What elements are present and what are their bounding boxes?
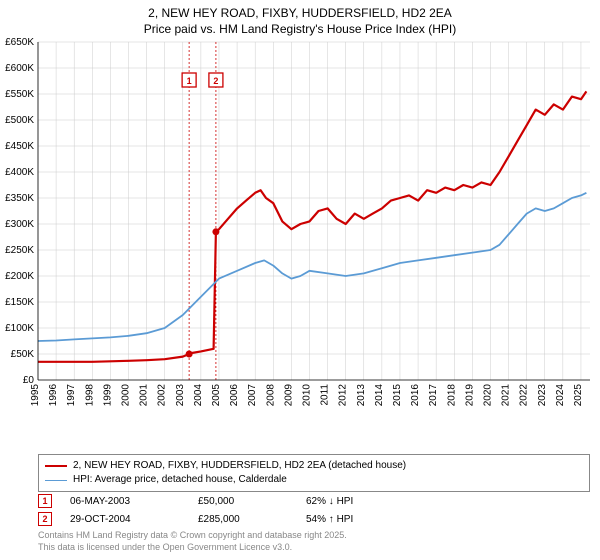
svg-text:2022: 2022	[519, 384, 530, 407]
svg-text:1995: 1995	[30, 384, 41, 407]
sale-date: 29-OCT-2004	[70, 514, 180, 525]
svg-text:£400K: £400K	[5, 167, 34, 178]
svg-text:2014: 2014	[374, 384, 385, 407]
footer-line-1: Contains HM Land Registry data © Crown c…	[38, 530, 590, 542]
sale-row: 1 06-MAY-2003 £50,000 62% ↓ HPI	[38, 492, 590, 510]
svg-text:2002: 2002	[157, 384, 168, 407]
chart-svg: £0£50K£100K£150K£200K£250K£300K£350K£400…	[38, 42, 590, 412]
footer-attribution: Contains HM Land Registry data © Crown c…	[38, 530, 590, 553]
svg-text:£350K: £350K	[5, 193, 34, 204]
svg-text:2001: 2001	[139, 384, 150, 407]
svg-text:2013: 2013	[356, 384, 367, 407]
svg-text:1996: 1996	[48, 384, 59, 407]
svg-text:£250K: £250K	[5, 245, 34, 256]
svg-text:2: 2	[213, 76, 218, 86]
legend-swatch	[45, 465, 67, 467]
legend-item: 2, NEW HEY ROAD, FIXBY, HUDDERSFIELD, HD…	[45, 459, 583, 473]
legend-label: 2, NEW HEY ROAD, FIXBY, HUDDERSFIELD, HD…	[73, 459, 406, 473]
sale-date: 06-MAY-2003	[70, 496, 180, 507]
svg-text:2025: 2025	[573, 384, 584, 407]
sale-row: 2 29-OCT-2004 £285,000 54% ↑ HPI	[38, 510, 590, 528]
svg-text:£600K: £600K	[5, 63, 34, 74]
svg-text:1998: 1998	[84, 384, 95, 407]
sale-price: £285,000	[198, 514, 288, 525]
svg-text:2006: 2006	[229, 384, 240, 407]
sale-delta: 62% ↓ HPI	[306, 496, 416, 507]
svg-text:2009: 2009	[283, 384, 294, 407]
sale-marker-1: 1	[38, 494, 52, 508]
svg-text:2019: 2019	[464, 384, 475, 407]
sales-list: 1 06-MAY-2003 £50,000 62% ↓ HPI 2 29-OCT-2004…	[38, 492, 590, 528]
title-subtitle: Price paid vs. HM Land Registry's House …	[0, 22, 600, 38]
chart-title-block: 2, NEW HEY ROAD, FIXBY, HUDDERSFIELD, HD…	[0, 0, 600, 39]
svg-text:2010: 2010	[301, 384, 312, 407]
sale-marker-2: 2	[38, 512, 52, 526]
svg-text:2016: 2016	[410, 384, 421, 407]
footer-line-2: This data is licensed under the Open Gov…	[38, 542, 590, 554]
svg-text:1997: 1997	[66, 384, 77, 407]
svg-text:2011: 2011	[320, 384, 331, 406]
svg-text:2023: 2023	[537, 384, 548, 407]
svg-text:£100K: £100K	[5, 323, 34, 334]
svg-text:2008: 2008	[265, 384, 276, 407]
svg-text:2017: 2017	[428, 384, 439, 407]
svg-text:£450K: £450K	[5, 141, 34, 152]
svg-text:£500K: £500K	[5, 115, 34, 126]
svg-text:£650K: £650K	[5, 37, 34, 48]
svg-text:2007: 2007	[247, 384, 258, 407]
svg-text:2020: 2020	[482, 384, 493, 407]
svg-text:£300K: £300K	[5, 219, 34, 230]
svg-text:2018: 2018	[446, 384, 457, 407]
sale-delta: 54% ↑ HPI	[306, 514, 416, 525]
svg-text:2015: 2015	[392, 384, 403, 407]
svg-text:2005: 2005	[211, 384, 222, 407]
title-address: 2, NEW HEY ROAD, FIXBY, HUDDERSFIELD, HD…	[0, 6, 600, 22]
svg-text:2024: 2024	[555, 384, 566, 407]
price-chart: £0£50K£100K£150K£200K£250K£300K£350K£400…	[38, 42, 590, 412]
chart-legend: 2, NEW HEY ROAD, FIXBY, HUDDERSFIELD, HD…	[38, 454, 590, 492]
legend-item: HPI: Average price, detached house, Cald…	[45, 473, 583, 487]
svg-text:2012: 2012	[338, 384, 349, 407]
svg-text:£550K: £550K	[5, 89, 34, 100]
svg-text:£200K: £200K	[5, 271, 34, 282]
sale-price: £50,000	[198, 496, 288, 507]
svg-text:2000: 2000	[120, 384, 131, 407]
svg-text:2021: 2021	[501, 384, 512, 407]
svg-text:1999: 1999	[102, 384, 113, 407]
svg-text:2003: 2003	[175, 384, 186, 407]
legend-swatch	[45, 480, 67, 481]
svg-text:1: 1	[187, 76, 192, 86]
svg-text:£150K: £150K	[5, 297, 34, 308]
svg-text:2004: 2004	[193, 384, 204, 407]
svg-text:£50K: £50K	[11, 349, 35, 360]
legend-label: HPI: Average price, detached house, Cald…	[73, 473, 287, 487]
